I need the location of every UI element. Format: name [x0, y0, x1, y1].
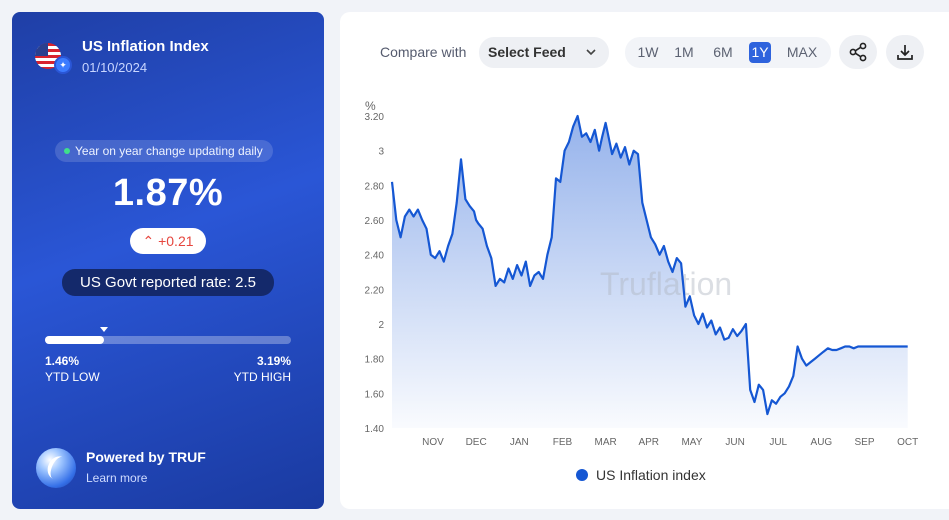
y-tick-label: 3 — [378, 147, 384, 158]
y-tick-label: 3.20 — [365, 112, 385, 123]
y-tick-label: 2.20 — [365, 285, 385, 296]
us-flag-icon — [35, 43, 61, 69]
download-button[interactable] — [886, 35, 924, 69]
range-marker-icon — [100, 327, 109, 332]
x-tick-label: JAN — [510, 437, 529, 448]
time-range-group: 1W 1M 6M 1Y MAX — [625, 37, 831, 68]
x-tick-label: JUN — [725, 437, 744, 448]
ytd-range-fill — [45, 336, 105, 344]
learn-more-link[interactable]: Learn more — [86, 471, 148, 485]
range-6m-button[interactable]: 6M — [713, 44, 733, 60]
status-text: Year on year change updating daily — [75, 144, 263, 158]
y-tick-label: 2.60 — [365, 216, 385, 227]
ytd-high-label: YTD HIGH — [233, 370, 291, 384]
truflation-watermark: Truflation — [600, 266, 732, 302]
range-max-button[interactable]: MAX — [786, 44, 818, 60]
ytd-low-value: 1.46% — [45, 354, 80, 368]
index-title: US Inflation Index — [82, 38, 209, 55]
chart-legend[interactable]: US Inflation index — [576, 467, 706, 483]
y-tick-label: 1.60 — [365, 389, 385, 400]
range-1w-button[interactable]: 1W — [637, 44, 659, 60]
live-dot-icon — [64, 148, 70, 154]
govt-rate-pill: US Govt reported rate: 2.5 — [62, 269, 274, 296]
x-tick-label: AUG — [811, 437, 833, 448]
chart-card: Compare with Select Feed 1W 1M 6M 1Y MAX — [340, 12, 949, 509]
share-button[interactable] — [839, 35, 877, 69]
series-area — [392, 116, 908, 428]
y-tick-label: 1.40 — [365, 424, 385, 435]
chevron-up-icon: ⌃ — [142, 233, 155, 249]
chevron-down-icon — [585, 37, 597, 80]
inflation-chart: % 3.20 3 2.80 2.60 2.40 2.20 2 1.80 1.60 1.40 NOV… — [365, 99, 919, 448]
y-tick-label: 1.80 — [365, 355, 385, 366]
status-pill: Year on year change updating daily — [55, 140, 273, 162]
x-tick-label: MAR — [594, 437, 616, 448]
ytd-high-value: 3.19% — [256, 354, 291, 368]
range-1y-button[interactable]: 1Y — [749, 42, 771, 63]
feed-select[interactable]: Select Feed — [479, 37, 609, 68]
x-tick-label: NOV — [422, 437, 444, 448]
x-tick-label: DEC — [466, 437, 487, 448]
index-date: 01/10/2024 — [82, 60, 148, 75]
index-card: ✦ US Inflation Index 01/10/2024 Year on … — [12, 12, 324, 509]
x-tick-label: SEP — [855, 437, 875, 448]
ytd-range-bar — [45, 336, 291, 344]
current-value: 1.87% — [112, 172, 224, 214]
y-tick-label: 2.80 — [365, 181, 385, 192]
x-tick-label: FEB — [553, 437, 573, 448]
y-tick-label: 2 — [378, 320, 384, 331]
x-tick-label: MAY — [681, 437, 702, 448]
powered-by-text: Powered by TRUF — [86, 449, 206, 465]
ytd-low-label: YTD LOW — [45, 370, 100, 384]
compare-label: Compare with — [380, 44, 467, 60]
feed-select-value: Select Feed — [488, 44, 566, 60]
range-1m-button[interactable]: 1M — [674, 44, 694, 60]
legend-label: US Inflation index — [596, 467, 706, 483]
truf-badge-icon: ✦ — [54, 56, 72, 74]
change-value: +0.21 — [158, 233, 194, 249]
series-line — [390, 114, 908, 416]
y-axis-unit: % — [365, 99, 376, 113]
x-tick-label: JUL — [769, 437, 787, 448]
x-tick-label: OCT — [897, 437, 918, 448]
legend-swatch — [576, 469, 588, 481]
change-badge: ⌃ +0.21 — [130, 228, 206, 254]
x-tick-label: APR — [638, 437, 659, 448]
share-icon — [849, 42, 867, 62]
truf-logo-icon — [36, 448, 76, 488]
y-tick-label: 2.40 — [365, 251, 385, 262]
download-icon — [897, 45, 913, 60]
